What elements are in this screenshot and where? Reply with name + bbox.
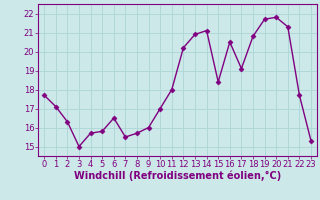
X-axis label: Windchill (Refroidissement éolien,°C): Windchill (Refroidissement éolien,°C) (74, 171, 281, 181)
